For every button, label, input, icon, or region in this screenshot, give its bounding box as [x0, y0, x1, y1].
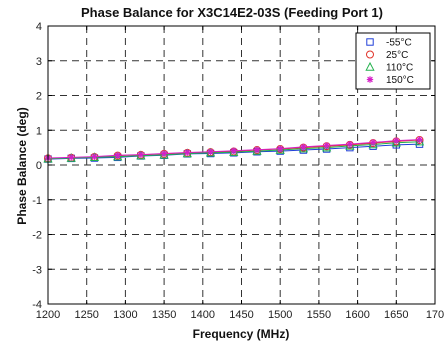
data-point — [393, 137, 400, 144]
x-tick-label: 1500 — [268, 309, 292, 321]
data-point — [323, 142, 330, 149]
data-point — [275, 144, 285, 154]
data-point — [252, 146, 262, 155]
legend-box — [355, 32, 431, 90]
data-point — [160, 150, 168, 157]
x-tick-label: 1550 — [307, 309, 331, 321]
x-tick-label: 1400 — [191, 309, 215, 321]
legend-marker — [366, 50, 374, 59]
y-tick-label: 4 — [36, 21, 42, 33]
data-point — [114, 152, 121, 159]
data-point — [300, 143, 307, 151]
y-tick-label: -4 — [32, 299, 42, 311]
series-group — [43, 135, 425, 163]
data-point — [137, 151, 145, 158]
y-tick-label: -1 — [32, 195, 42, 207]
y-tick-label: 1 — [36, 125, 42, 137]
x-tick-label: 1600 — [345, 309, 369, 321]
x-tick-label: 1200 — [36, 309, 60, 321]
x-axis-label: Frequency (MHz) — [193, 327, 290, 341]
legend-marker — [366, 76, 374, 83]
data-point — [159, 149, 169, 159]
legend-label: 110°C — [386, 63, 413, 74]
y-axis-label: Phase Balance (deg) — [15, 107, 29, 224]
legend-label: 25°C — [386, 50, 408, 61]
legend-item: 25°C — [366, 50, 408, 61]
legend-item: 110°C — [365, 61, 413, 74]
data-point — [277, 145, 284, 152]
data-point — [182, 148, 192, 158]
y-tick-label: 0 — [36, 160, 42, 172]
data-point — [184, 149, 191, 156]
legend-marker — [365, 61, 375, 71]
legend-label: -55°C — [386, 38, 412, 49]
data-point — [230, 147, 237, 154]
x-tick-label: 1300 — [113, 309, 137, 321]
data-point — [253, 146, 261, 153]
legend-item: 150°C — [366, 75, 414, 86]
data-point — [346, 140, 354, 148]
data-point — [416, 136, 423, 143]
y-tick-label: -2 — [32, 230, 42, 242]
data-point — [229, 147, 239, 156]
axis-ticks: 1200 1250 1300 1350 1400 1450 1500 1550 1600 1650… — [32, 21, 444, 321]
x-tick-label: 170 — [426, 309, 444, 321]
data-point — [205, 147, 216, 157]
data-point — [136, 150, 146, 160]
x-tick-label: 1450 — [229, 309, 253, 321]
data-point — [113, 151, 123, 161]
data-point — [68, 154, 75, 161]
grid — [48, 26, 435, 304]
x-tick-label: 1250 — [74, 309, 98, 321]
legend-item: -55°C — [366, 38, 412, 49]
legend-label: 150°C — [386, 75, 414, 86]
x-tick-label: 1650 — [384, 309, 408, 321]
chart-title: Phase Balance for X3C14E2-03S (Feeding P… — [81, 5, 383, 20]
y-tick-label: 3 — [36, 56, 42, 68]
legend-marker — [366, 38, 374, 46]
y-tick-label: -3 — [32, 264, 42, 276]
y-tick-label: 2 — [36, 91, 42, 103]
plot-border — [47, 25, 436, 305]
x-tick-label: 1350 — [152, 309, 176, 321]
data-point — [369, 139, 377, 146]
data-point — [91, 153, 98, 160]
data-point — [207, 148, 214, 155]
